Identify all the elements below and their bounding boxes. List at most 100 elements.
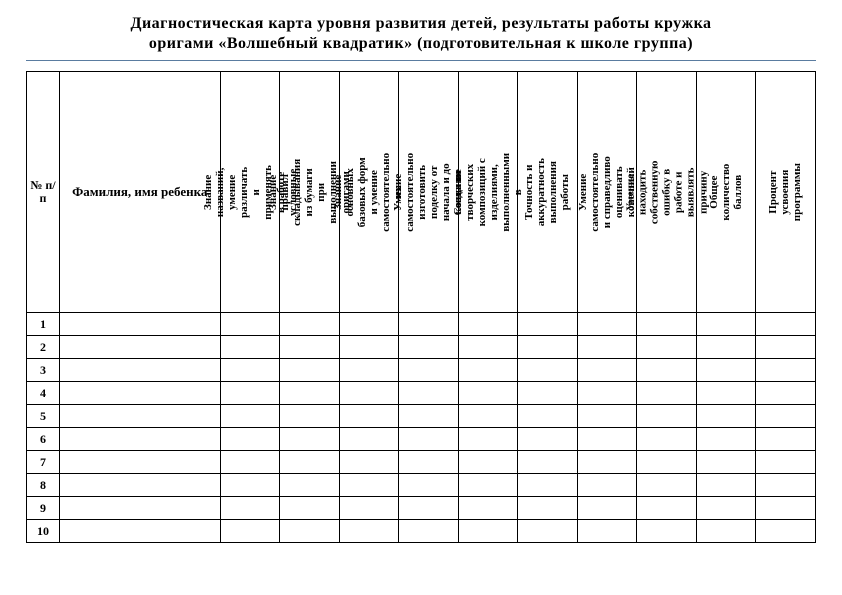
page-title: Диагностическая карта уровня развития де…	[26, 14, 816, 60]
col-header-c3: Знание основных базовых форм и умение са…	[339, 72, 399, 313]
cell	[220, 497, 280, 520]
cell	[458, 428, 518, 451]
cell	[637, 428, 697, 451]
cell	[637, 520, 697, 543]
cell	[577, 382, 637, 405]
col-header-name-label: Фамилия, имя ребенка	[72, 184, 207, 199]
cell	[577, 359, 637, 382]
cell-name	[59, 313, 220, 336]
cell	[756, 474, 816, 497]
cell	[518, 382, 578, 405]
cell	[696, 359, 756, 382]
cell	[756, 451, 816, 474]
table-row: 3	[27, 359, 816, 382]
cell	[637, 359, 697, 382]
cell	[696, 497, 756, 520]
cell-name	[59, 359, 220, 382]
cell	[756, 405, 816, 428]
cell	[458, 451, 518, 474]
cell	[637, 336, 697, 359]
cell	[518, 497, 578, 520]
cell-name	[59, 428, 220, 451]
vwrap: Общее количество баллов	[697, 72, 756, 312]
cell	[339, 405, 399, 428]
cell	[339, 313, 399, 336]
col-header-c8: Умение находить собственную ошибку в раб…	[637, 72, 697, 313]
cell	[518, 520, 578, 543]
cell	[399, 520, 459, 543]
cell	[458, 313, 518, 336]
col-header-c4: Умение самостоятельно изготовить поделку…	[399, 72, 459, 313]
cell	[458, 336, 518, 359]
table-row: 8	[27, 474, 816, 497]
cell	[518, 474, 578, 497]
cell-number: 6	[27, 428, 60, 451]
cell-name	[59, 405, 220, 428]
vwrap: Процент усвоения программы	[756, 72, 815, 312]
cell	[696, 520, 756, 543]
cell	[220, 428, 280, 451]
cell-name	[59, 382, 220, 405]
table-header-row: № п/п Фамилия, имя ребенка Знание назван…	[27, 72, 816, 313]
cell-number: 10	[27, 520, 60, 543]
cell-number: 8	[27, 474, 60, 497]
cell	[637, 497, 697, 520]
cell	[220, 474, 280, 497]
cell	[220, 520, 280, 543]
cell	[637, 405, 697, 428]
col-header-name: Фамилия, имя ребенка	[59, 72, 220, 313]
cell-number: 7	[27, 451, 60, 474]
cell	[339, 520, 399, 543]
cell	[220, 382, 280, 405]
table-row: 5	[27, 405, 816, 428]
col-header-c2: Знание правил складывания из бумаги при …	[280, 72, 340, 313]
cell	[756, 497, 816, 520]
cell	[458, 405, 518, 428]
cell	[458, 382, 518, 405]
cell	[696, 336, 756, 359]
cell	[637, 474, 697, 497]
vwrap: Знание основных базовых форм и умение са…	[340, 72, 399, 312]
cell	[280, 405, 340, 428]
cell	[696, 405, 756, 428]
cell	[756, 313, 816, 336]
cell-name	[59, 474, 220, 497]
cell	[399, 405, 459, 428]
cell	[399, 313, 459, 336]
cell-number: 4	[27, 382, 60, 405]
col-header-c9: Общее количество баллов	[696, 72, 756, 313]
cell	[577, 520, 637, 543]
col-header-c10-label: Процент усвоения программы	[768, 163, 804, 222]
cell	[518, 359, 578, 382]
col-header-c6: Точность и аккуратность выполнения работ…	[518, 72, 578, 313]
vwrap: Умение находить собственную ошибку в раб…	[637, 72, 696, 312]
cell-number: 5	[27, 405, 60, 428]
cell	[756, 382, 816, 405]
cell	[339, 428, 399, 451]
cell	[577, 474, 637, 497]
cell	[280, 520, 340, 543]
cell	[399, 451, 459, 474]
cell	[399, 382, 459, 405]
cell	[280, 451, 340, 474]
cell	[696, 382, 756, 405]
page: Диагностическая карта уровня развития де…	[0, 0, 842, 543]
cell	[458, 474, 518, 497]
cell	[518, 451, 578, 474]
vwrap: Знание правил складывания из бумаги при …	[280, 72, 339, 312]
table-row: 7	[27, 451, 816, 474]
cell	[637, 313, 697, 336]
cell	[339, 359, 399, 382]
title-line-1: Диагностическая карта уровня развития де…	[130, 15, 711, 32]
cell	[339, 336, 399, 359]
cell	[637, 382, 697, 405]
table-row: 4	[27, 382, 816, 405]
cell	[577, 428, 637, 451]
table-body: 1 2	[27, 313, 816, 543]
cell	[339, 497, 399, 520]
table-row: 2	[27, 336, 816, 359]
cell	[518, 405, 578, 428]
col-header-c10: Процент усвоения программы	[756, 72, 816, 313]
cell	[280, 428, 340, 451]
cell	[577, 497, 637, 520]
